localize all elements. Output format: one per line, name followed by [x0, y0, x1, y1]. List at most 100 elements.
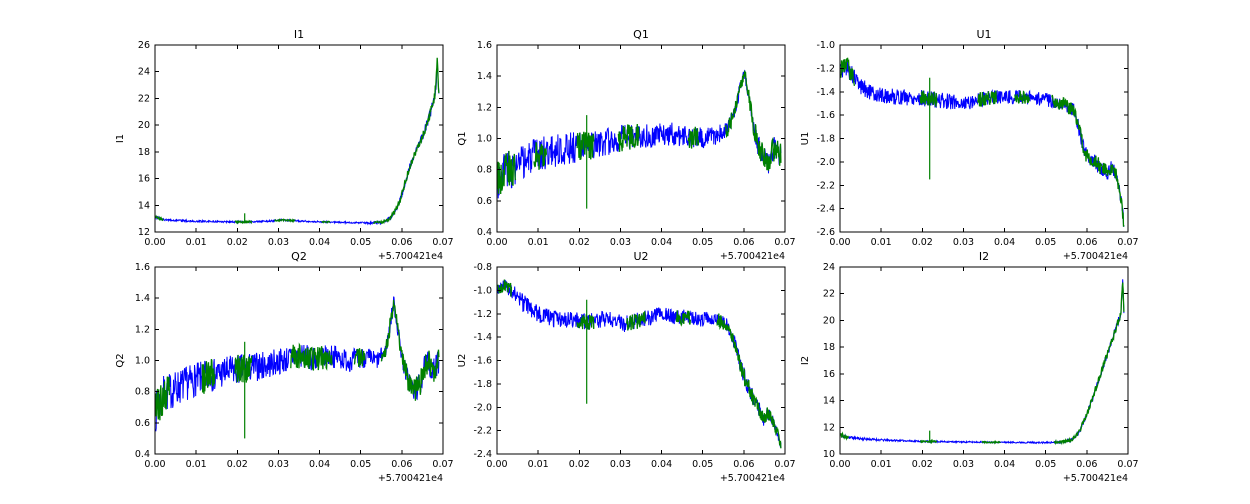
axes-frame [154, 44, 444, 233]
tick-label: 0.04 [309, 237, 330, 248]
series-blue [155, 66, 440, 226]
series-green [840, 57, 1125, 227]
tick-label: 0.04 [994, 237, 1015, 248]
series-green [840, 282, 1125, 446]
tick-label: 0.04 [994, 459, 1015, 470]
subplot-i1: 0.00 0.01 0.02 0.03 0.04 0.05 0.06 0.07 12 14 16 18… [115, 28, 454, 262]
tick-label: 0.05 [692, 459, 713, 470]
tick-label: -1.8 [816, 134, 835, 145]
tick-label: 0.07 [774, 237, 795, 248]
y-axis-label: I1 [115, 134, 126, 143]
tick-label: 0.05 [350, 237, 371, 248]
tick-label: 1.6 [477, 40, 492, 51]
tick-label: 0.00 [829, 237, 850, 248]
x-ticks: 0.00 0.01 0.02 0.03 0.04 0.05 0.06 0.07 [144, 45, 454, 248]
series-group [155, 57, 440, 226]
tick-label: 0.07 [432, 237, 453, 248]
subplot-u2: 0.00 0.01 0.02 0.03 0.04 0.05 0.06 0.07 -2.4 -2.2… [457, 250, 796, 484]
tick-label: -1.6 [816, 110, 835, 121]
tick-label: 0.04 [651, 459, 672, 470]
tick-label: 24 [138, 67, 150, 78]
tick-label: -2.6 [816, 227, 835, 238]
plot-title: I1 [294, 28, 304, 41]
tick-label: -1.8 [473, 379, 492, 390]
tick-label: 0.03 [268, 459, 289, 470]
tick-label: 0.04 [309, 459, 330, 470]
x-ticks: 0.00 0.01 0.02 0.03 0.04 0.05 0.06 0.07 [486, 45, 796, 248]
axes-frame [839, 266, 1129, 455]
tick-label: 0.07 [774, 459, 795, 470]
y-ticks: -2.6 -2.4 -2.2 -2.0 -1.8 -1.6 -1.4 -1.2 -1.0 [816, 40, 1128, 238]
tick-label: 0.06 [1076, 459, 1097, 470]
plot-title: Q2 [291, 250, 307, 263]
tick-label: 0.01 [871, 237, 892, 248]
tick-label: 0.02 [912, 459, 933, 470]
tick-label: 12 [138, 227, 150, 238]
tick-label: 26 [138, 40, 150, 51]
tick-label: 12 [823, 422, 835, 433]
tick-label: 0.00 [829, 459, 850, 470]
plot-title: Q1 [633, 28, 649, 41]
tick-label: 1.4 [477, 71, 492, 82]
y-axis-label: U2 [457, 354, 468, 368]
tick-label: 0.04 [651, 237, 672, 248]
x-offset-label: +5.700421e4 [378, 473, 443, 484]
tick-label: -1.2 [473, 309, 492, 320]
tick-label: 0.02 [227, 237, 248, 248]
tick-label: 16 [823, 369, 835, 380]
tick-label: 22 [823, 289, 835, 300]
tick-label: 0.4 [135, 449, 150, 460]
tick-label: 0.03 [610, 237, 631, 248]
y-axis-label: I2 [800, 356, 811, 365]
tick-label: 0.06 [391, 237, 412, 248]
tick-label: 0.05 [692, 237, 713, 248]
tick-label: 0.00 [486, 459, 507, 470]
tick-label: 0.06 [733, 237, 754, 248]
y-ticks: -2.4 -2.2 -2.0 -1.8 -1.6 -1.4 -1.2 -1.0 -0.8 [473, 262, 785, 460]
series-group [155, 296, 440, 439]
series-blue [840, 279, 1125, 445]
tick-label: 0.03 [953, 237, 974, 248]
tick-label: 0.01 [528, 237, 549, 248]
tick-label: 0.6 [135, 418, 150, 429]
x-offset-label: +5.700421e4 [378, 251, 443, 262]
tick-label: -2.0 [473, 402, 492, 413]
x-offset-label: +5.700421e4 [1063, 251, 1128, 262]
series-blue [840, 59, 1125, 227]
tick-label: 0.03 [953, 459, 974, 470]
tick-label: 1.2 [477, 102, 492, 113]
tick-label: 0.02 [912, 237, 933, 248]
y-axis-label: Q1 [457, 131, 468, 145]
tick-label: 0.03 [610, 459, 631, 470]
tick-label: 0.06 [391, 459, 412, 470]
tick-label: 1.0 [477, 134, 492, 145]
tick-label: 0.01 [186, 459, 207, 470]
series-green [497, 279, 782, 449]
tick-label: 1.0 [135, 356, 150, 367]
x-ticks: 0.00 0.01 0.02 0.03 0.04 0.05 0.06 0.07 [144, 267, 454, 470]
plot-title: U1 [976, 28, 991, 41]
tick-label: 1.4 [135, 293, 150, 304]
tick-label: 16 [138, 174, 150, 185]
tick-label: 0.05 [1035, 237, 1056, 248]
tick-label: 0.4 [477, 227, 492, 238]
tick-label: -2.4 [473, 449, 492, 460]
tick-label: 0.05 [1035, 459, 1056, 470]
tick-label: 0.07 [1117, 237, 1138, 248]
tick-label: 0.07 [432, 459, 453, 470]
series-group [840, 57, 1125, 227]
tick-label: -2.0 [816, 157, 835, 168]
tick-label: 0.06 [1076, 237, 1097, 248]
subplot-q2: 0.00 0.01 0.02 0.03 0.04 0.05 0.06 0.070.40.60.… [115, 250, 454, 484]
tick-label: 1.2 [135, 324, 150, 335]
tick-label: 0.00 [486, 237, 507, 248]
plot-title: U2 [633, 250, 648, 263]
subplot-u1: 0.00 0.01 0.02 0.03 0.04 0.05 0.06 0.07 -2.6 -2.4… [800, 28, 1139, 262]
tick-label: 0.00 [144, 459, 165, 470]
y-ticks: 12 14 16 18 20 22 24 26 [138, 40, 443, 238]
tick-label: 0.02 [227, 459, 248, 470]
tick-label: 1.6 [135, 262, 150, 273]
axes-frame [496, 44, 786, 233]
